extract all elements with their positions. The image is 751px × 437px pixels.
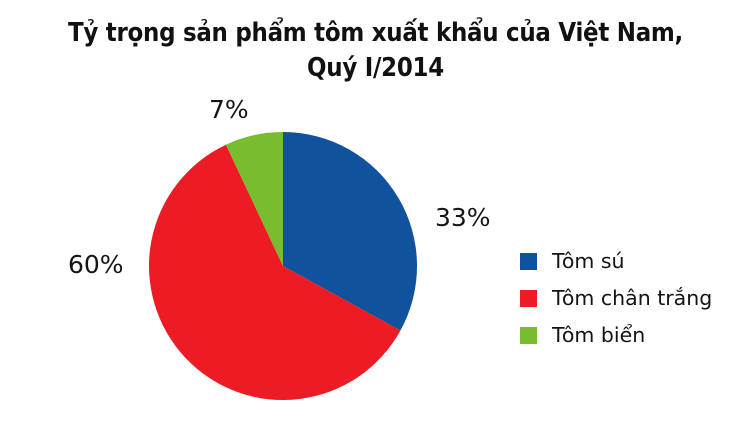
chart-title-line-2: Quý I/2014 [307,53,444,83]
chart-title: Tỷ trọng sản phẩm tôm xuất khẩu của Việt… [38,16,714,86]
legend-swatch-tom-chan-trang [520,290,537,307]
legend-label-tom-chan-trang: Tôm chân trắng [552,286,713,311]
pie-slice-tom-bien[interactable] [225,132,283,266]
pie-slice-tom-su[interactable] [283,132,418,331]
legend-item-tom-bien[interactable]: Tôm biển [520,317,740,354]
pie-value-label-tom-su: 33% [435,203,491,232]
legend-item-tom-chan-trang[interactable]: Tôm chân trắng [520,280,740,317]
legend-label-tom-su: Tôm sú [552,249,625,274]
pie-slice-tom-chan-trang[interactable] [149,144,401,400]
legend-swatch-tom-bien [520,327,537,344]
pie-value-label-tom-chan-trang: 60% [68,250,124,279]
chart-title-line-1: Tỷ trọng sản phẩm tôm xuất khẩu của Việt… [67,18,684,48]
pie-value-label-tom-bien: 7% [209,95,249,124]
legend-item-tom-su[interactable]: Tôm sú [520,243,740,280]
pie-slice-group [149,132,418,400]
legend-swatch-tom-su [520,253,537,270]
chart-legend: Tôm sú Tôm chân trắng Tôm biển [520,243,740,354]
legend-label-tom-bien: Tôm biển [552,323,646,348]
